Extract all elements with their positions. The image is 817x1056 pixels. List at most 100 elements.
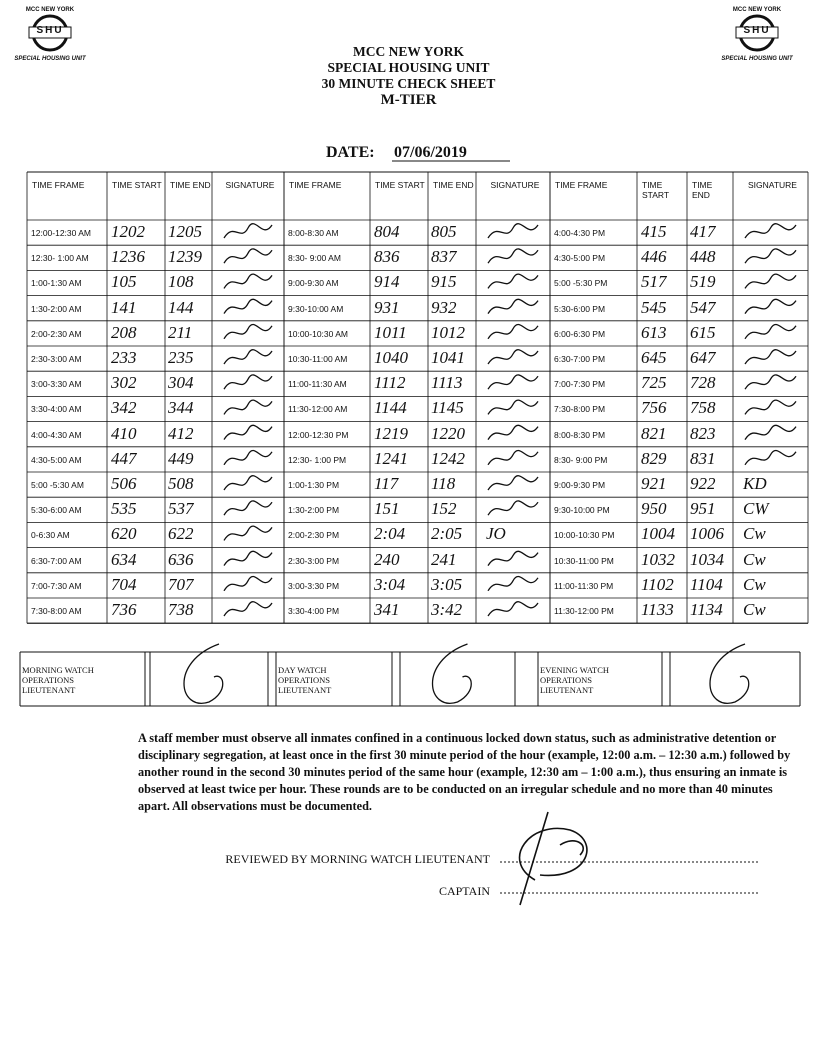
time-end: 241 [431,549,457,569]
signature-scribble [487,475,539,491]
time-frame: 8:30- 9:00 AM [288,253,341,264]
time-frame: 2:30-3:00 PM [288,555,340,566]
time-end: 519 [690,272,716,292]
time-end: 707 [168,574,194,594]
signature-scribble [487,248,539,264]
time-start: 821 [641,423,667,443]
time-end: 831 [690,448,716,468]
time-frame: 12:30- 1:00 AM [31,253,89,264]
logo-middle: SHU [743,25,771,36]
time-start: 620 [111,524,137,544]
time-end: 823 [690,423,716,443]
title-line: M-TIER [380,92,437,108]
time-end: 1205 [168,222,202,241]
signature-scribble [223,248,273,264]
time-end: 758 [690,398,716,418]
time-frame: 1:00-1:30 AM [31,278,82,289]
time-start: 342 [111,398,137,418]
notice: A staff member must observe all inmates … [138,731,791,813]
logo-bottom: SPECIAL HOUSING UNIT [721,56,793,62]
time-frame: 9:00-9:30 AM [288,278,339,289]
time-frame: 0-6:30 AM [31,530,70,541]
time-frame: 10:00-10:30 PM [554,530,615,541]
time-end: 1145 [431,398,464,418]
time-frame: 5:30-6:00 PM [554,303,606,314]
time-end: 417 [690,222,716,241]
time-end: 118 [431,474,456,493]
time-end: 449 [168,448,194,468]
signature-scribble [744,273,797,289]
time-end: 547 [690,297,716,317]
time-frame: 10:00-10:30 AM [288,328,349,339]
time-end: 152 [431,499,457,519]
time-frame: 1:00-1:30 PM [288,480,340,490]
time-start: 1011 [374,322,407,342]
signature-scribble [487,500,539,516]
time-frame: 5:30-6:00 AM [31,505,82,516]
column-header: TIME END [692,180,713,200]
column-header: SIGNATURE [748,180,797,190]
time-end: 915 [431,272,457,292]
time-frame: 6:30-7:00 PM [554,354,606,364]
time-frame: 3:00-3:30 PM [288,580,340,591]
time-frame: 4:00-4:30 PM [554,228,606,238]
signature-scribble [744,374,797,390]
lieutenant-label: MORNING WATCH OPERATIONS LIEUTENANT [22,665,94,695]
signature-scribble [487,449,539,466]
time-end: 1041 [431,348,465,367]
time-frame: 12:00-12:30 AM [31,228,92,238]
time-start: 517 [641,272,667,292]
signature-scribble [223,525,273,541]
time-end: 728 [690,373,716,393]
time-start: 535 [111,499,137,519]
lieutenant-signature [431,643,472,704]
signature-scribble [223,349,273,365]
time-start: 836 [374,247,400,267]
time-end: 144 [168,297,194,317]
time-end: 508 [168,474,194,493]
time-start: 240 [374,549,400,569]
time-frame: 4:30-5:00 PM [554,253,606,264]
time-start: 410 [111,423,137,443]
logo-band [28,26,72,39]
time-start: 208 [111,322,137,342]
signature-scribble [487,298,539,314]
signature-scribble [487,550,539,566]
time-start: 1112 [374,373,406,393]
column-header: TIME FRAME [289,180,342,190]
time-frame: 6:30-7:00 AM [31,555,82,566]
time-frame: 9:30-10:00 PM [554,505,610,516]
time-start: 613 [641,322,667,342]
column-header: TIME FRAME [32,180,85,190]
time-frame: 8:00-8:30 PM [554,429,606,440]
time-start: 446 [641,247,667,267]
time-frame: 7:30-8:00 PM [554,404,606,415]
column-header: SIGNATURE [225,180,275,190]
time-start: 415 [641,222,667,241]
time-end: 1242 [431,448,465,468]
lieutenant-signature [183,643,224,704]
signature-scribble [744,298,797,314]
time-start: 1236 [111,247,145,267]
time-start: 105 [111,272,137,292]
signature-scribble [744,248,797,264]
time-frame: 12:30- 1:00 PM [288,454,347,465]
time-start: 914 [374,272,400,292]
time-start: 302 [111,373,137,393]
time-end: 304 [168,373,194,393]
captain: CAPTAIN [438,884,490,898]
signature-scribble [223,298,273,314]
time-end: 1012 [431,322,465,342]
signature-scribble [223,601,273,617]
signature-scribble [487,374,539,390]
time-end: 647 [690,348,716,367]
time-start: 950 [641,499,667,519]
time-end: 2:05 [431,524,463,544]
signature-scribble [223,424,273,440]
time-end: 344 [168,398,194,418]
signature-scribble [487,223,539,239]
signature-scribble [487,349,539,365]
signature-scribble [487,323,539,340]
signature: KD [743,474,767,493]
